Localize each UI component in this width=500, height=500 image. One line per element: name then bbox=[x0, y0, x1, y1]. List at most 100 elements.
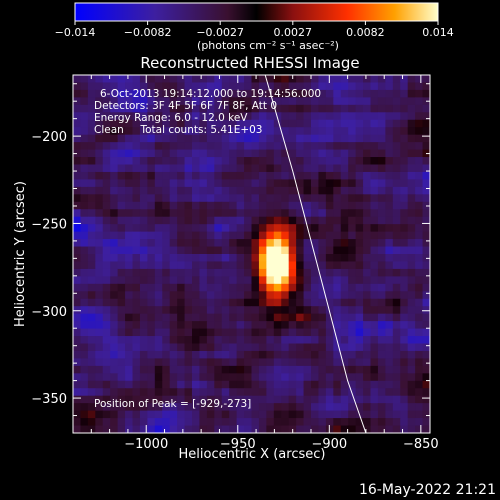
heatmap-cell bbox=[199, 142, 208, 151]
heatmap-cell bbox=[415, 112, 424, 121]
heatmap-cell bbox=[407, 209, 416, 218]
heatmap-cell bbox=[132, 403, 141, 412]
heatmap-cell bbox=[184, 388, 193, 397]
heatmap-cell bbox=[206, 268, 215, 277]
heatmap-cell bbox=[377, 261, 386, 270]
heatmap-cell bbox=[407, 283, 416, 292]
heatmap-cell bbox=[363, 239, 372, 248]
heatmap-cell bbox=[422, 410, 430, 419]
heatmap-cell bbox=[407, 186, 416, 195]
heatmap-cell bbox=[296, 306, 305, 315]
heatmap-cell bbox=[400, 239, 409, 248]
heatmap-cell bbox=[95, 194, 104, 203]
heatmap-cell bbox=[102, 186, 111, 195]
heatmap-cell bbox=[110, 75, 119, 84]
heatmap-cell bbox=[236, 313, 245, 322]
heatmap-cell bbox=[348, 283, 357, 292]
heatmap-cell bbox=[177, 224, 186, 233]
heatmap-cell bbox=[273, 283, 282, 292]
heatmap-cell bbox=[147, 298, 156, 307]
heatmap-cell bbox=[192, 373, 201, 382]
heatmap-cell bbox=[407, 89, 416, 98]
heatmap-cell bbox=[221, 224, 230, 233]
heatmap-cell bbox=[377, 179, 386, 188]
heatmap-cell bbox=[377, 224, 386, 233]
heatmap-cell bbox=[206, 75, 215, 84]
heatmap-cell bbox=[229, 82, 238, 91]
heatmap-cell bbox=[87, 142, 96, 151]
heatmap-cell bbox=[117, 134, 126, 143]
heatmap-cell bbox=[311, 119, 320, 128]
heatmap-cell bbox=[311, 246, 320, 255]
heatmap-cell bbox=[206, 328, 215, 337]
x-tick-label: −1000 bbox=[124, 437, 168, 452]
heatmap-cell bbox=[296, 380, 305, 389]
heatmap-cell bbox=[296, 418, 305, 427]
heatmap-cell bbox=[348, 350, 357, 360]
heatmap-cell bbox=[73, 171, 82, 181]
heatmap-cell bbox=[102, 164, 111, 173]
heatmap-cell bbox=[162, 216, 171, 225]
heatmap-cell bbox=[318, 82, 327, 91]
heatmap-cell bbox=[147, 157, 156, 166]
heatmap-cell bbox=[169, 343, 178, 352]
heatmap-cell bbox=[117, 164, 126, 173]
heatmap-cell bbox=[221, 194, 230, 203]
heatmap-cell bbox=[147, 119, 156, 128]
heatmap-cell bbox=[147, 142, 156, 151]
heatmap-cell bbox=[296, 142, 305, 151]
heatmap-cell bbox=[333, 216, 342, 225]
heatmap-cell bbox=[162, 380, 171, 389]
heatmap-cell bbox=[407, 321, 416, 330]
heatmap-cell bbox=[258, 283, 267, 292]
heatmap-cell bbox=[244, 164, 253, 173]
heatmap-cell bbox=[288, 164, 297, 173]
heatmap-cell bbox=[325, 410, 334, 419]
heatmap-cell bbox=[80, 149, 89, 158]
heatmap-cell bbox=[244, 291, 253, 300]
heatmap-cell bbox=[333, 380, 342, 389]
heatmap-cell bbox=[221, 261, 230, 270]
heatmap-cell bbox=[370, 380, 379, 389]
heatmap-cell bbox=[102, 82, 111, 91]
heatmap-cell bbox=[169, 224, 178, 233]
heatmap-cell bbox=[125, 418, 134, 427]
heatmap-cell bbox=[311, 298, 320, 307]
heatmap-cell bbox=[80, 336, 89, 345]
heatmap-cell bbox=[169, 380, 178, 389]
heatmap-cell bbox=[221, 97, 230, 106]
heatmap-cell bbox=[154, 418, 163, 427]
heatmap-cell bbox=[169, 157, 178, 166]
heatmap-cell bbox=[303, 179, 312, 188]
heatmap-cell bbox=[288, 388, 297, 397]
heatmap-cell bbox=[370, 350, 379, 360]
heatmap-cell bbox=[370, 186, 379, 195]
heatmap-cell bbox=[206, 231, 215, 240]
heatmap-cell bbox=[355, 254, 364, 263]
heatmap-cell bbox=[325, 89, 334, 98]
heatmap-cell bbox=[340, 373, 349, 382]
heatmap-cell bbox=[318, 112, 327, 121]
heatmap-cell bbox=[407, 254, 416, 263]
heatmap-cell bbox=[73, 254, 82, 263]
heatmap-cell bbox=[139, 261, 148, 270]
heatmap-cell bbox=[162, 373, 171, 382]
heatmap-cell bbox=[192, 186, 201, 195]
heatmap-cell bbox=[147, 321, 156, 330]
heatmap-cell bbox=[348, 104, 357, 113]
heatmap-cell bbox=[177, 134, 186, 143]
heatmap-cell bbox=[318, 157, 327, 166]
heatmap-cell bbox=[407, 246, 416, 255]
heatmap-cell bbox=[400, 261, 409, 270]
heatmap-cell bbox=[102, 261, 111, 270]
heatmap-cell bbox=[273, 343, 282, 352]
heatmap-cell bbox=[80, 291, 89, 300]
heatmap-cell bbox=[318, 194, 327, 203]
heatmap-cell bbox=[199, 373, 208, 382]
heatmap-cell bbox=[169, 313, 178, 322]
heatmap-cell bbox=[400, 388, 409, 397]
heatmap-cell bbox=[377, 142, 386, 151]
heatmap-cell bbox=[385, 388, 394, 397]
heatmap-cell bbox=[87, 350, 96, 360]
heatmap-cell bbox=[95, 134, 104, 143]
